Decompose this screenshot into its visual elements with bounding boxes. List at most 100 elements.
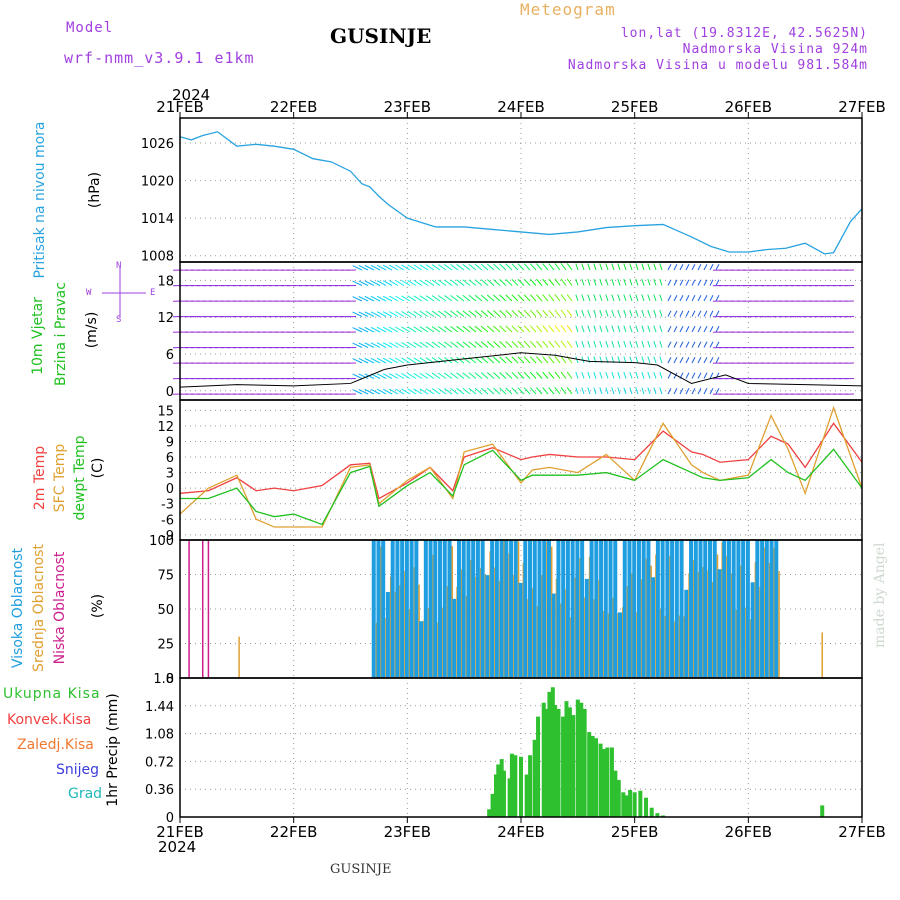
precip-bar <box>519 756 523 817</box>
temp-tick-label: 15 <box>157 404 174 419</box>
compass-s: S <box>116 315 122 325</box>
visoka-cloud-bar <box>518 582 523 678</box>
visoka-cloud-bar <box>599 540 604 678</box>
precip-bar <box>575 699 580 817</box>
visoka-cloud-bar <box>665 540 670 678</box>
visoka-cloud-bar <box>622 540 627 678</box>
precip-bar <box>609 747 614 817</box>
precip-bar <box>547 691 552 817</box>
precip-bar <box>594 738 599 817</box>
visoka-cloud-bar <box>494 540 499 678</box>
bottom-date-label: 21FEB <box>156 823 203 841</box>
visoka-cloud-bar <box>632 540 637 678</box>
model-name: wrf-nmm_v3.9.1 e1km <box>64 49 255 67</box>
precip-bar <box>601 749 606 817</box>
visoka-cloud-bar <box>504 540 509 678</box>
precip-tick-label: 0.72 <box>145 755 174 770</box>
station-title: GUSINJE <box>330 24 432 48</box>
temp-tick-label: -6 <box>161 513 174 528</box>
year-bottom: 2024 <box>158 838 197 856</box>
visoka-cloud-bar <box>707 540 712 678</box>
precip-bar <box>638 790 643 817</box>
visoka-cloud-bar <box>693 540 698 678</box>
visoka-cloud-bar <box>580 540 585 678</box>
visoka-cloud-bar <box>745 540 750 678</box>
year-top: 2024 <box>172 86 211 104</box>
visoka-cloud-bar <box>655 540 660 678</box>
precip-tick-label: 0.36 <box>145 783 174 798</box>
cloud-tick-label: 100 <box>149 534 174 549</box>
precip-bar <box>567 707 572 817</box>
visoka-cloud-bar <box>371 540 376 678</box>
visoka-cloud-bar <box>414 540 419 678</box>
legend-konvek: Konvek.Kisa <box>7 712 92 728</box>
precip-bar <box>513 755 518 817</box>
top-date-label: 23FEB <box>384 98 431 116</box>
visoka-cloud-bar <box>542 540 547 678</box>
visoka-cloud-bar <box>670 540 675 678</box>
temp-tick-label: -3 <box>161 498 174 513</box>
top-date-label: 27FEB <box>838 98 885 116</box>
bottom-date-label: 23FEB <box>384 823 431 841</box>
visoka-cloud-bar <box>636 540 641 678</box>
visoka-cloud-bar <box>679 540 684 678</box>
precip-bar <box>507 778 512 817</box>
precip-tick-label: 0 <box>166 811 174 826</box>
pressure-tick-label: 1014 <box>141 212 174 227</box>
top-date-label: 25FEB <box>611 98 658 116</box>
visoka-cloud-bar <box>750 582 755 678</box>
cloud-tick-label: 25 <box>157 638 174 653</box>
compass-w: W <box>86 288 92 298</box>
visoka-cloud-bar <box>608 540 613 678</box>
visoka-cloud-bar <box>404 540 409 678</box>
precip-bar <box>598 743 603 817</box>
precip-bar <box>820 805 825 817</box>
model-label: Model <box>66 20 114 36</box>
top-date-label: 21FEB <box>156 98 203 116</box>
precip-bar <box>613 770 618 817</box>
visoka-cloud-bar <box>689 540 694 678</box>
visoka-cloud-bar <box>570 540 575 678</box>
temp-tick-label: 0 <box>166 482 174 497</box>
visoka-cloud-bar <box>726 540 731 678</box>
bottom-date-label: 22FEB <box>270 823 317 841</box>
visoka-cloud-bar <box>755 540 760 678</box>
visoka-cloud-bar <box>594 540 599 678</box>
precip-bar <box>655 813 660 817</box>
temp-tick-label: 3 <box>166 467 174 482</box>
precip-tick-label: 1.8 <box>153 672 174 687</box>
visoka-cloud-bar <box>509 540 514 678</box>
precip-bar <box>590 735 595 817</box>
visoka-cloud-bar <box>613 540 618 678</box>
visoka-cloud-bar <box>390 540 395 678</box>
visoka-cloud-bar <box>395 540 400 678</box>
visoka-cloud-bar <box>376 540 381 678</box>
cloud-tick-label: 50 <box>157 603 174 618</box>
visoka-cloud-bar <box>456 540 461 678</box>
visoka-cloud-bar <box>589 540 594 678</box>
precip-bar <box>532 739 537 817</box>
visoka-cloud-bar <box>618 612 623 678</box>
precip-bar <box>661 815 666 817</box>
visoka-cloud-bar <box>447 540 452 678</box>
lonlat-text: lon,lat (19.8312E, 42.5625N) <box>620 26 868 41</box>
visoka-cloud-bar <box>603 540 608 678</box>
pressure-tick-label: 1026 <box>141 137 174 152</box>
precip-tick-label: 1.08 <box>145 728 174 743</box>
bottom-date-label: 27FEB <box>838 823 885 841</box>
visoka-cloud-bar <box>409 540 414 678</box>
visoka-cloud-bar <box>575 540 580 678</box>
visoka-cloud-bar <box>561 540 566 678</box>
dewpt-line <box>180 448 863 526</box>
srednja-cloud-bar <box>778 571 780 678</box>
cloud-tick-label: 0 <box>166 672 174 687</box>
wind-tick-label: 12 <box>157 311 174 326</box>
visoka-cloud-bar <box>731 540 736 678</box>
wind-speed-line <box>179 352 863 388</box>
visoka-cloud-bar <box>419 621 424 678</box>
visoka-cloud-bar <box>736 540 741 678</box>
temp-tick-label: 6 <box>166 451 174 466</box>
visoka-cloud-bar <box>499 540 504 678</box>
precip-bar <box>621 792 626 817</box>
precip-bar <box>605 747 610 817</box>
